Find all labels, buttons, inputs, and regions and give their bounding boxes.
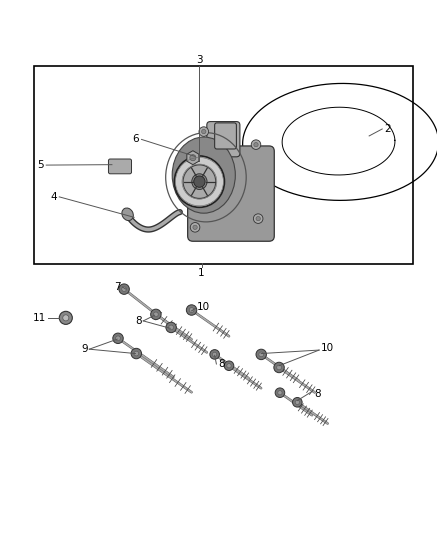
Text: 8: 8 [218, 359, 225, 369]
Text: 8: 8 [135, 316, 141, 326]
Circle shape [227, 364, 231, 368]
Circle shape [169, 325, 173, 330]
Text: 10: 10 [197, 302, 210, 312]
Circle shape [166, 322, 177, 333]
Circle shape [151, 309, 161, 320]
Text: 6: 6 [133, 134, 139, 144]
Text: 7: 7 [114, 282, 120, 292]
Circle shape [251, 140, 261, 149]
Ellipse shape [172, 137, 235, 213]
Circle shape [212, 352, 217, 357]
Circle shape [186, 305, 197, 315]
Circle shape [295, 400, 300, 405]
Circle shape [193, 225, 197, 230]
FancyBboxPatch shape [207, 122, 240, 157]
Text: 4: 4 [50, 192, 57, 202]
FancyBboxPatch shape [109, 159, 131, 174]
Circle shape [131, 349, 141, 359]
Circle shape [253, 214, 263, 223]
Circle shape [254, 142, 258, 147]
Circle shape [119, 284, 129, 294]
FancyBboxPatch shape [215, 123, 237, 149]
Circle shape [59, 311, 72, 325]
Text: 2: 2 [385, 124, 391, 134]
Circle shape [190, 223, 200, 232]
Circle shape [224, 361, 234, 370]
Circle shape [116, 336, 120, 341]
Circle shape [256, 216, 260, 221]
Circle shape [259, 352, 264, 357]
Circle shape [199, 127, 208, 136]
Circle shape [201, 130, 206, 134]
Ellipse shape [183, 165, 216, 198]
Text: 9: 9 [81, 344, 88, 354]
Text: 3: 3 [196, 54, 203, 64]
Text: 8: 8 [314, 389, 321, 399]
Text: 1: 1 [198, 268, 205, 278]
Bar [34, 66, 413, 264]
Circle shape [210, 350, 219, 359]
Circle shape [134, 351, 139, 356]
Circle shape [277, 365, 281, 370]
Ellipse shape [192, 174, 207, 189]
FancyBboxPatch shape [187, 146, 274, 241]
Circle shape [256, 349, 266, 360]
Circle shape [190, 155, 196, 161]
Circle shape [122, 287, 127, 292]
Circle shape [154, 312, 158, 317]
Ellipse shape [174, 156, 224, 207]
Ellipse shape [122, 208, 133, 221]
Circle shape [189, 308, 194, 312]
Text: 5: 5 [37, 160, 44, 170]
Circle shape [194, 176, 205, 187]
Circle shape [275, 388, 285, 398]
Text: 11: 11 [32, 313, 46, 323]
Circle shape [278, 391, 282, 395]
Circle shape [274, 362, 284, 373]
Circle shape [63, 315, 69, 321]
Text: 10: 10 [321, 343, 333, 353]
Circle shape [113, 333, 123, 344]
Circle shape [293, 398, 302, 407]
